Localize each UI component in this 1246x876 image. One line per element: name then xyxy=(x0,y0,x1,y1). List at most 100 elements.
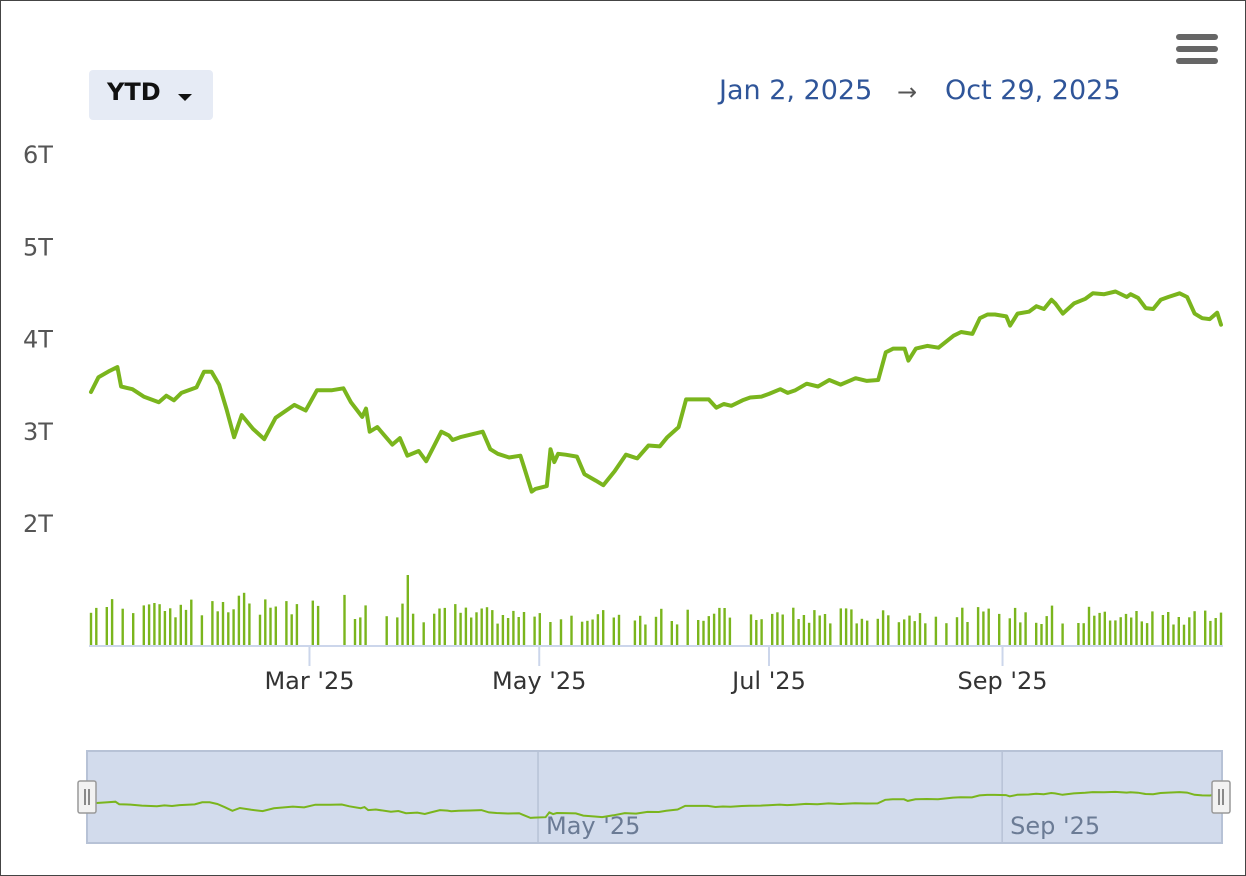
volume-bar xyxy=(987,608,990,645)
volume-bar xyxy=(866,620,869,645)
volume-bar xyxy=(976,607,980,645)
navigator-series-line xyxy=(88,790,1222,819)
volume-bar xyxy=(749,614,753,645)
volume-bar xyxy=(1082,623,1085,645)
menu-icon[interactable] xyxy=(1176,33,1218,67)
volume-bar xyxy=(686,609,689,645)
volume-bar xyxy=(459,612,462,645)
volume-bar xyxy=(132,613,135,645)
volume-bar xyxy=(1077,623,1080,645)
volume-bar xyxy=(903,619,906,645)
volume-bar xyxy=(184,609,188,645)
volume-bar xyxy=(95,607,98,645)
y-tick-label: 5T xyxy=(23,233,53,261)
volume-bar xyxy=(1124,613,1128,645)
volume-bar xyxy=(1045,616,1048,645)
volume-bar xyxy=(644,624,647,645)
volume-bar xyxy=(1114,620,1117,645)
volume-bar xyxy=(1040,624,1043,645)
volume-bar xyxy=(190,599,193,645)
volume-bar xyxy=(1188,617,1191,645)
volume-bar xyxy=(163,611,167,645)
volume-bar xyxy=(908,615,911,645)
volume-bar xyxy=(802,615,806,645)
volume-bar xyxy=(501,615,505,645)
volume-bar xyxy=(385,616,388,645)
volume-bar xyxy=(485,607,489,645)
y-axis: 2T 3T 4T 5T 6T xyxy=(23,141,53,538)
volume-bar xyxy=(216,611,219,645)
navigator-handle-right[interactable] xyxy=(1211,780,1231,814)
volume-bar xyxy=(269,607,272,645)
volume-bar xyxy=(1035,622,1038,645)
volume-bar xyxy=(174,617,177,645)
y-tick-label: 4T xyxy=(23,326,53,354)
volume-bar xyxy=(913,621,916,645)
caret-down-icon xyxy=(178,94,192,101)
volume-bar xyxy=(818,615,821,645)
volume-bar xyxy=(422,622,425,645)
volume-bar xyxy=(237,595,241,645)
volume-bar xyxy=(781,614,784,645)
volume-bar xyxy=(712,613,716,645)
volume-bar xyxy=(580,621,584,645)
volume-bar xyxy=(169,608,172,645)
volume-bar xyxy=(839,608,842,645)
volume-bar xyxy=(570,615,573,645)
range-selector-button[interactable]: YTD xyxy=(89,70,213,120)
volume-bar xyxy=(1140,621,1143,645)
volume-bar xyxy=(211,601,214,645)
volume-bar xyxy=(813,610,816,645)
volume-bar xyxy=(242,592,246,645)
volume-bar xyxy=(295,604,299,645)
volume-bar xyxy=(559,619,563,645)
volume-bar xyxy=(1098,612,1101,645)
volume-bar xyxy=(475,612,478,645)
volume-bar xyxy=(522,612,526,645)
volume-bar xyxy=(401,603,404,645)
volume-bar xyxy=(480,608,483,645)
x-tick-label: May '25 xyxy=(492,667,586,695)
date-to-field[interactable]: Oct 29, 2025 xyxy=(945,75,1121,106)
volume-bar xyxy=(464,607,468,645)
volume-bar xyxy=(760,619,763,645)
volume-bar xyxy=(512,610,515,645)
volume-bar xyxy=(660,608,663,645)
volume-bar xyxy=(633,620,637,645)
volume-bar xyxy=(670,621,673,645)
volume-bar xyxy=(602,610,605,645)
volume-bar xyxy=(290,614,293,645)
volume-bar xyxy=(1193,611,1196,645)
volume-bar xyxy=(612,617,615,645)
volume-bar xyxy=(887,615,890,645)
volume-bar xyxy=(934,616,938,645)
y-tick-label: 2T xyxy=(23,510,53,538)
volume-bar xyxy=(776,612,779,645)
volume-bar xyxy=(998,613,1001,645)
volume-bar xyxy=(654,616,658,645)
volume-bar xyxy=(1172,624,1175,645)
x-tick-label: Jul '25 xyxy=(730,667,806,695)
volume-bar xyxy=(110,599,114,645)
x-tick-label: Mar '25 xyxy=(264,667,354,695)
volume-bar xyxy=(1061,623,1064,645)
volume-bar xyxy=(258,614,262,645)
volume-bar xyxy=(538,613,541,645)
volume-bar xyxy=(353,619,357,645)
date-from-field[interactable]: Jan 2, 2025 xyxy=(719,75,873,106)
volume-bar xyxy=(364,605,367,645)
volume-bar xyxy=(1135,611,1138,645)
volume-bar xyxy=(897,622,901,645)
volume-bar xyxy=(1219,612,1223,645)
volume-bar xyxy=(1130,617,1133,645)
volume-bar xyxy=(586,620,589,645)
navigator[interactable]: May '25 Sep '25 xyxy=(77,750,1231,844)
volume-bar xyxy=(955,617,959,645)
volume-bar xyxy=(105,607,108,645)
volume-bar xyxy=(945,623,948,645)
volume-bar xyxy=(1177,617,1180,645)
navigator-handle-left[interactable] xyxy=(77,780,97,814)
volume-bar xyxy=(433,613,436,645)
